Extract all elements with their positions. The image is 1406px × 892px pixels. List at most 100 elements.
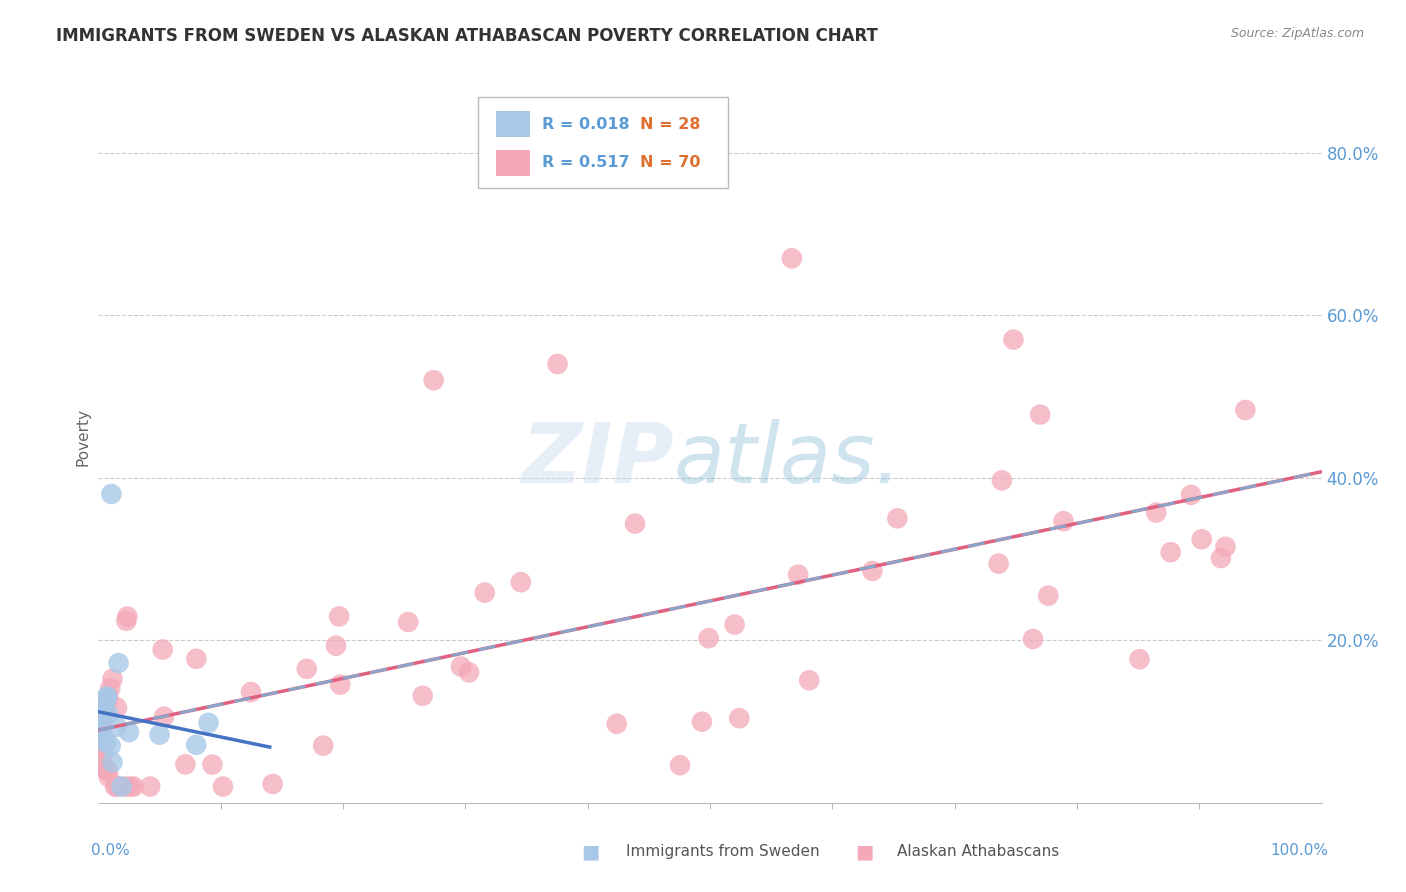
- Text: N = 70: N = 70: [640, 155, 700, 170]
- Point: [780, 252, 803, 266]
- Point: [101, 672, 124, 686]
- Point: [186, 738, 208, 752]
- Point: [94, 695, 117, 709]
- Point: [1144, 506, 1167, 520]
- Point: [104, 780, 127, 794]
- Point: [1180, 488, 1202, 502]
- Point: [152, 642, 174, 657]
- FancyBboxPatch shape: [496, 111, 530, 137]
- Point: [1038, 589, 1060, 603]
- Point: [93, 731, 115, 745]
- Point: [1160, 545, 1182, 559]
- Y-axis label: Poverty: Poverty: [75, 408, 90, 467]
- Text: Source: ZipAtlas.com: Source: ZipAtlas.com: [1230, 27, 1364, 40]
- Point: [96, 692, 118, 706]
- Text: ■: ■: [581, 842, 600, 862]
- Point: [1209, 551, 1232, 566]
- Point: [1128, 652, 1150, 666]
- Point: [197, 715, 219, 730]
- Point: [96, 764, 118, 778]
- Point: [547, 357, 569, 371]
- Text: ■: ■: [855, 842, 875, 862]
- Point: [240, 685, 263, 699]
- Point: [90, 740, 112, 755]
- Point: [1022, 632, 1045, 646]
- Text: Alaskan Athabascans: Alaskan Athabascans: [897, 845, 1059, 859]
- Point: [112, 780, 135, 794]
- Point: [328, 609, 350, 624]
- Point: [862, 564, 884, 578]
- Point: [728, 711, 751, 725]
- Point: [115, 614, 138, 628]
- Point: [139, 780, 162, 794]
- Point: [886, 511, 908, 525]
- Point: [90, 706, 112, 721]
- Point: [396, 615, 419, 629]
- Point: [153, 709, 176, 723]
- Point: [97, 689, 120, 703]
- Point: [1191, 532, 1213, 546]
- Point: [422, 373, 444, 387]
- Point: [1052, 514, 1074, 528]
- Point: [89, 717, 111, 731]
- Point: [991, 474, 1014, 488]
- Point: [458, 665, 481, 680]
- Point: [149, 728, 172, 742]
- Text: R = 0.018: R = 0.018: [543, 117, 630, 132]
- Text: ZIP: ZIP: [520, 418, 673, 500]
- Point: [117, 609, 139, 624]
- Point: [91, 698, 114, 712]
- Point: [100, 487, 122, 501]
- Point: [87, 714, 110, 728]
- Point: [412, 689, 434, 703]
- Point: [89, 718, 111, 732]
- Point: [105, 700, 128, 714]
- Point: [105, 780, 128, 794]
- Text: 0.0%: 0.0%: [91, 843, 131, 858]
- Point: [295, 662, 318, 676]
- Point: [312, 739, 335, 753]
- Text: Immigrants from Sweden: Immigrants from Sweden: [626, 845, 820, 859]
- Point: [120, 780, 142, 794]
- Point: [1002, 333, 1025, 347]
- Point: [101, 756, 124, 770]
- Point: [96, 763, 118, 777]
- Text: 100.0%: 100.0%: [1271, 843, 1329, 858]
- Point: [1234, 403, 1257, 417]
- Text: R = 0.517: R = 0.517: [543, 155, 630, 170]
- Point: [110, 780, 132, 794]
- Point: [97, 770, 120, 784]
- Point: [96, 690, 118, 704]
- Point: [94, 735, 117, 749]
- Point: [624, 516, 647, 531]
- Point: [97, 707, 120, 722]
- Point: [669, 758, 692, 772]
- Text: IMMIGRANTS FROM SWEDEN VS ALASKAN ATHABASCAN POVERTY CORRELATION CHART: IMMIGRANTS FROM SWEDEN VS ALASKAN ATHABA…: [56, 27, 879, 45]
- Point: [201, 757, 224, 772]
- Point: [89, 719, 111, 733]
- Point: [186, 652, 208, 666]
- Point: [105, 720, 128, 734]
- Point: [91, 712, 114, 726]
- Point: [91, 701, 114, 715]
- Point: [697, 631, 720, 645]
- Text: N = 28: N = 28: [640, 117, 700, 132]
- Point: [107, 656, 129, 670]
- Point: [93, 706, 115, 721]
- Point: [90, 729, 112, 743]
- Point: [450, 659, 472, 673]
- Point: [122, 780, 145, 794]
- Point: [799, 673, 821, 688]
- Point: [329, 678, 352, 692]
- Point: [787, 567, 810, 582]
- Point: [325, 639, 347, 653]
- Point: [98, 681, 121, 695]
- Point: [474, 585, 496, 599]
- Point: [96, 691, 118, 706]
- Point: [509, 575, 531, 590]
- Point: [606, 716, 628, 731]
- FancyBboxPatch shape: [478, 97, 728, 188]
- Point: [1215, 540, 1237, 554]
- Point: [987, 557, 1010, 571]
- Point: [212, 780, 235, 794]
